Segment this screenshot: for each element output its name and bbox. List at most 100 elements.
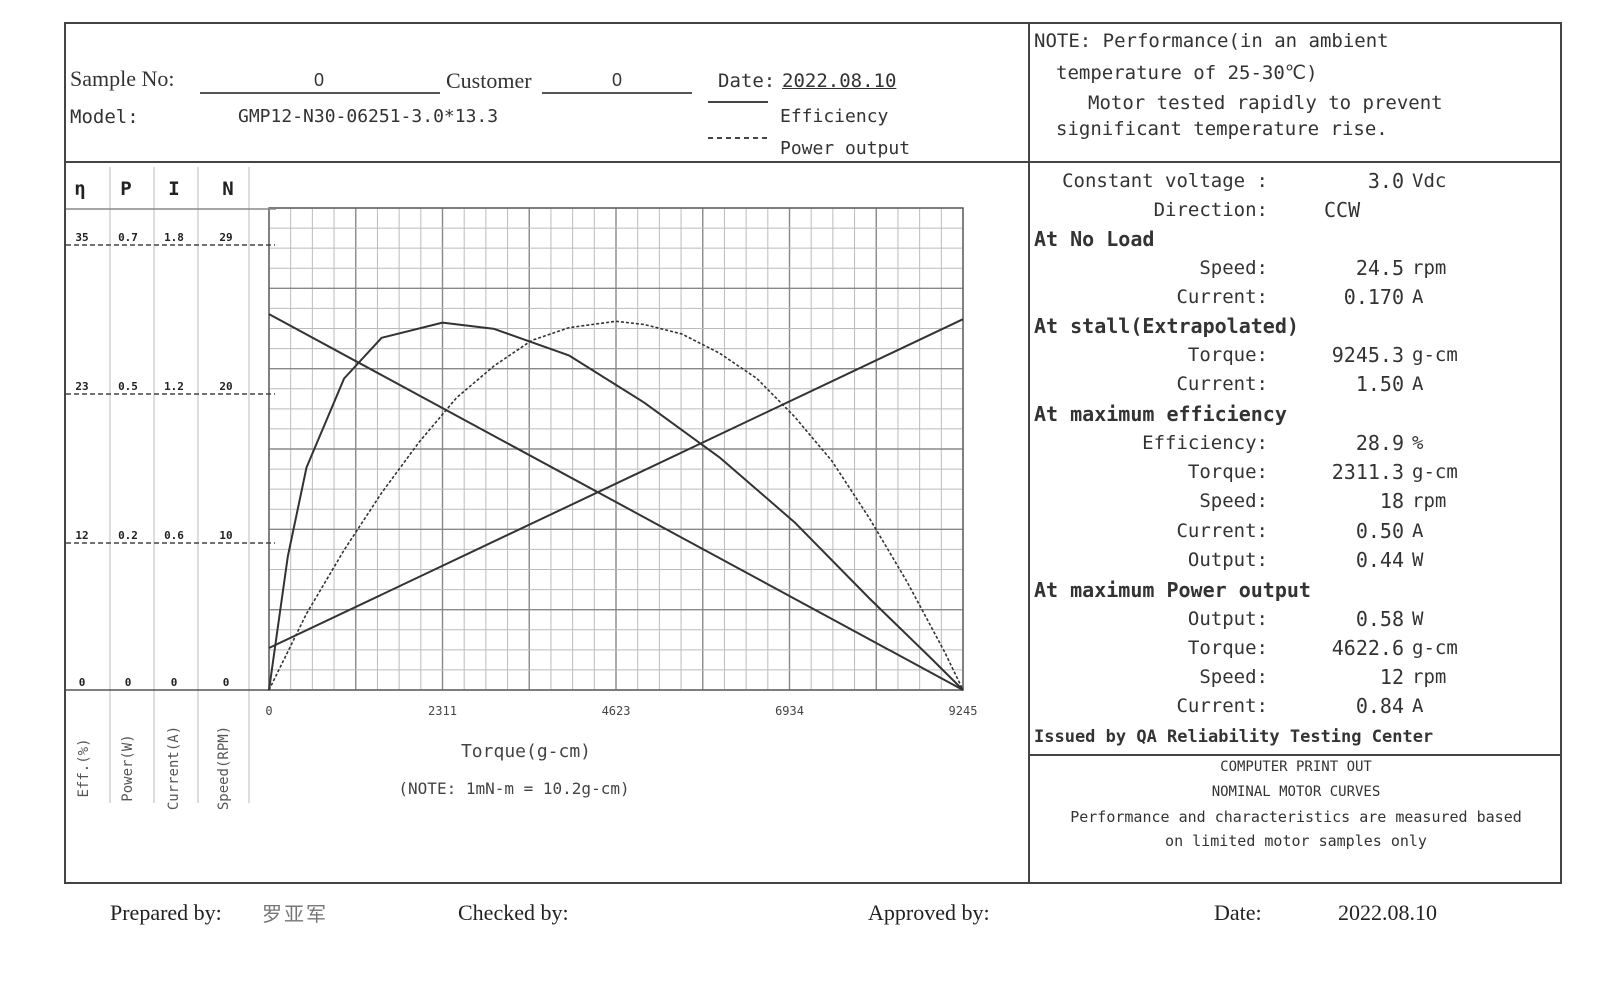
x-tick-label: 9245 [949,704,978,718]
max-eff-heading: At maximum efficiency [1034,402,1287,426]
max-eff-speed-value: 18 [1379,489,1404,513]
y-tick-current: 1.2 [164,380,184,393]
x-axis-label: Torque(g-cm) [461,741,591,762]
y-tick-current: 0 [171,676,178,689]
stall-torque-unit: g-cm [1412,344,1458,366]
max-eff-current-value: 0.50 [1355,519,1404,543]
max-pow-heading: At maximum Power output [1034,578,1311,602]
date-value: 2022.08.10 [782,70,897,92]
y-tick-current: 0.6 [164,529,184,542]
legend-power-swatch [708,137,768,139]
axis-header-0: η [74,178,85,200]
main-divider [1028,24,1030,882]
header-divider [66,161,1030,163]
max-eff-torque-label: Torque: [1187,461,1268,483]
customer-label: Customer [446,68,532,93]
axis-header-1: P [120,178,131,200]
note-divider [1028,161,1562,163]
plot-frame [268,207,964,691]
max-eff-torque-unit: g-cm [1412,461,1458,483]
performance-sheet: Sample No: 0 Customer 0 Date: 2022.08.10… [64,22,1562,884]
max-pow-current-value: 0.84 [1355,694,1404,718]
legend-power-label: Power output [780,138,911,159]
note-line-2: temperature of 25-30℃) [1056,62,1318,84]
performance-chart: η P I N 0 12 23 35 0 0.2 0.5 0.7 0 0.6 1.2 1.8 0 10 20 29 Ef… [66,167,978,810]
y-tick-speed: 29 [219,231,232,244]
max-eff-current-unit: A [1412,520,1424,542]
max-pow-current-unit: A [1412,695,1424,717]
note-line-4: significant temperature rise. [1056,118,1388,140]
max-eff-output-label: Output: [1187,549,1268,571]
footer-date-label: Date: [1214,900,1262,925]
y-tick-eff: 0 [79,676,86,689]
max-eff-eff-label: Efficiency: [1142,432,1268,454]
max-eff-output-value: 0.44 [1355,548,1404,572]
max-eff-torque-value: 2311.3 [1331,460,1404,484]
customer-underline [542,92,692,94]
date-label: Date: [718,70,776,92]
max-pow-torque-label: Torque: [1187,637,1268,659]
y-tick-current: 1.8 [164,231,184,244]
max-pow-output-value: 0.58 [1355,607,1404,631]
model-label: Model: [70,106,139,128]
axis-title-speed: Speed(RPM) [216,726,232,810]
prepared-signature: 罗亚军 [262,904,328,926]
stall-torque-label: Torque: [1187,344,1268,366]
computer-line-1: COMPUTER PRINT OUT [1220,759,1372,775]
stall-torque-value: 9245.3 [1331,343,1404,367]
max-eff-speed-label: Speed: [1199,490,1268,512]
no-load-current-unit: A [1412,286,1424,308]
y-tick-eff: 23 [75,380,88,393]
y-tick-power: 0.2 [118,529,138,542]
y-tick-speed: 20 [219,380,232,393]
no-load-current-value: 0.170 [1343,285,1404,309]
spec-voltage-label: Constant voltage : [1062,170,1268,192]
footer-date-value: 2022.08.10 [1338,900,1437,925]
stall-heading: At stall(Extrapolated) [1034,314,1299,338]
stall-current-label: Current: [1176,373,1268,395]
y-tick-power: 0.5 [118,380,138,393]
max-eff-eff-value: 28.9 [1355,431,1404,455]
checked-label: Checked by: [458,900,569,925]
model-value: GMP12-N30-06251-3.0*13.3 [238,106,499,127]
customer-value: 0 [612,70,623,90]
computer-line-2: NOMINAL MOTOR CURVES [1211,784,1381,800]
y-tick-speed: 0 [223,676,230,689]
series-speed-curve [268,313,964,691]
sample-value: 0 [314,70,325,90]
max-pow-speed-label: Speed: [1199,666,1268,688]
stall-current-unit: A [1412,373,1424,395]
spec-direction-label: Direction: [1153,199,1268,221]
x-axis-note: (NOTE: 1mN-m = 10.2g-cm) [398,779,629,798]
no-load-speed-label: Speed: [1199,257,1268,279]
max-pow-current-label: Current: [1176,695,1268,717]
y-tick-speed: 10 [219,529,232,542]
y-tick-eff: 12 [75,529,88,542]
approved-label: Approved by: [868,900,990,925]
max-eff-current-label: Current: [1176,520,1268,542]
y-tick-power: 0 [125,676,132,689]
max-pow-torque-value: 4622.6 [1331,636,1404,660]
note-line-1: NOTE: Performance(in an ambient [1034,30,1389,52]
spec-voltage-unit: Vdc [1412,170,1447,192]
sample-label: Sample No: [70,66,175,91]
sample-underline [200,92,440,94]
series-eff-curve [268,321,964,691]
max-pow-output-label: Output: [1187,608,1268,630]
issued-by: Issued by QA Reliability Testing Center [1034,727,1434,747]
x-tick-label: 2311 [428,704,457,718]
note-line-3: Motor tested rapidly to prevent [1088,92,1443,114]
max-pow-torque-unit: g-cm [1412,637,1458,659]
computer-line-3: Performance and characteristics are meas… [1070,808,1522,826]
max-eff-speed-unit: rpm [1412,490,1447,512]
no-load-speed-unit: rpm [1412,257,1447,279]
series-power-curve [268,320,964,691]
legend-efficiency-swatch [708,101,768,103]
stall-current-value: 1.50 [1355,372,1404,396]
computer-line-4: on limited motor samples only [1165,832,1427,850]
no-load-current-label: Current: [1176,286,1268,308]
spec-direction-value: CCW [1324,198,1361,222]
max-eff-output-unit: W [1412,549,1424,571]
x-tick-label: 0 [265,704,272,718]
x-tick-label: 4623 [602,704,631,718]
